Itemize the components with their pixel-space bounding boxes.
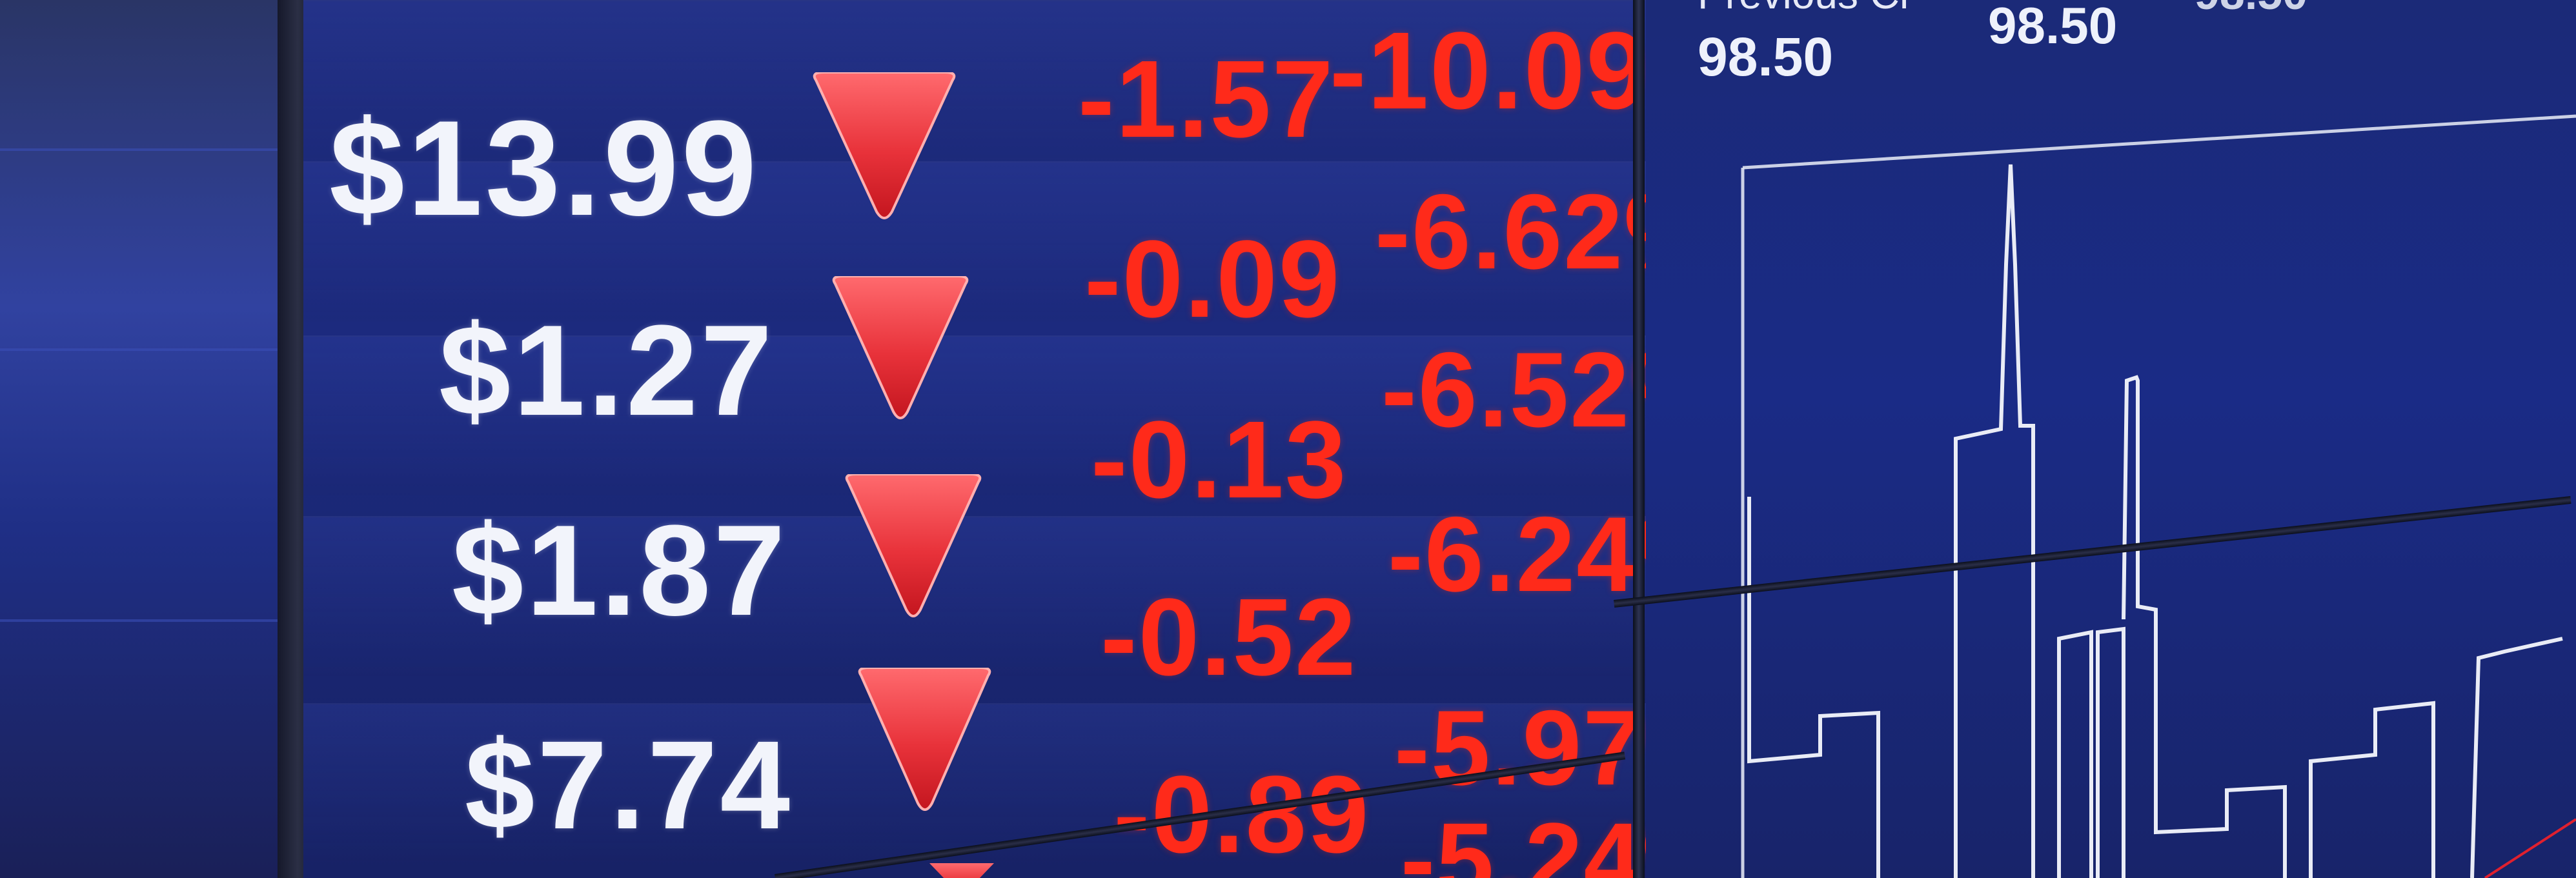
change-value: -0.09 xyxy=(1084,218,1341,341)
change-value: -0.52 xyxy=(1100,576,1357,699)
price-line xyxy=(1747,164,2563,878)
price-value: $13.99 xyxy=(329,92,760,244)
price-value: $1.87 xyxy=(452,499,788,643)
value-label: 98.50 xyxy=(1698,26,1834,87)
change-value: -0.89 xyxy=(1113,753,1370,876)
triangle-down-icon xyxy=(845,474,982,617)
value-label: 98.50 xyxy=(2195,0,2307,19)
price-value: $1.27 xyxy=(439,299,775,443)
value-label: 98.50 xyxy=(1988,0,2118,54)
percent-change: -6.52% xyxy=(1381,330,1646,449)
chart-frame xyxy=(1742,114,2576,170)
triangle-down-icon xyxy=(832,276,969,419)
price-value: $7.74 xyxy=(465,715,793,855)
triangle-down-icon xyxy=(813,72,956,219)
change-value: -1.57 xyxy=(1078,38,1335,161)
ticker-board: $13.99 -1.57 -10.09% $1.27 -0.09 -6.62% … xyxy=(303,0,1646,878)
percent-change: -5.97% xyxy=(1394,688,1646,807)
percent-change: -10.09% xyxy=(1330,10,1646,132)
price-line-chart xyxy=(1741,114,2576,878)
triangle-down-icon xyxy=(929,863,994,878)
left-display-panel xyxy=(0,0,290,878)
chart-panel: Previous Cl 98.50 98.50 98.50 xyxy=(1646,0,2576,878)
change-value: -0.13 xyxy=(1091,399,1348,521)
percent-change: -6.24% xyxy=(1388,495,1646,614)
percent-change: -5.24% xyxy=(1401,801,1646,878)
percent-change: -6.62% xyxy=(1375,172,1646,291)
panel-seam-vertical xyxy=(1633,0,1645,878)
triangle-down-icon xyxy=(858,668,991,811)
chart-header-label: Previous Cl xyxy=(1698,0,1909,18)
